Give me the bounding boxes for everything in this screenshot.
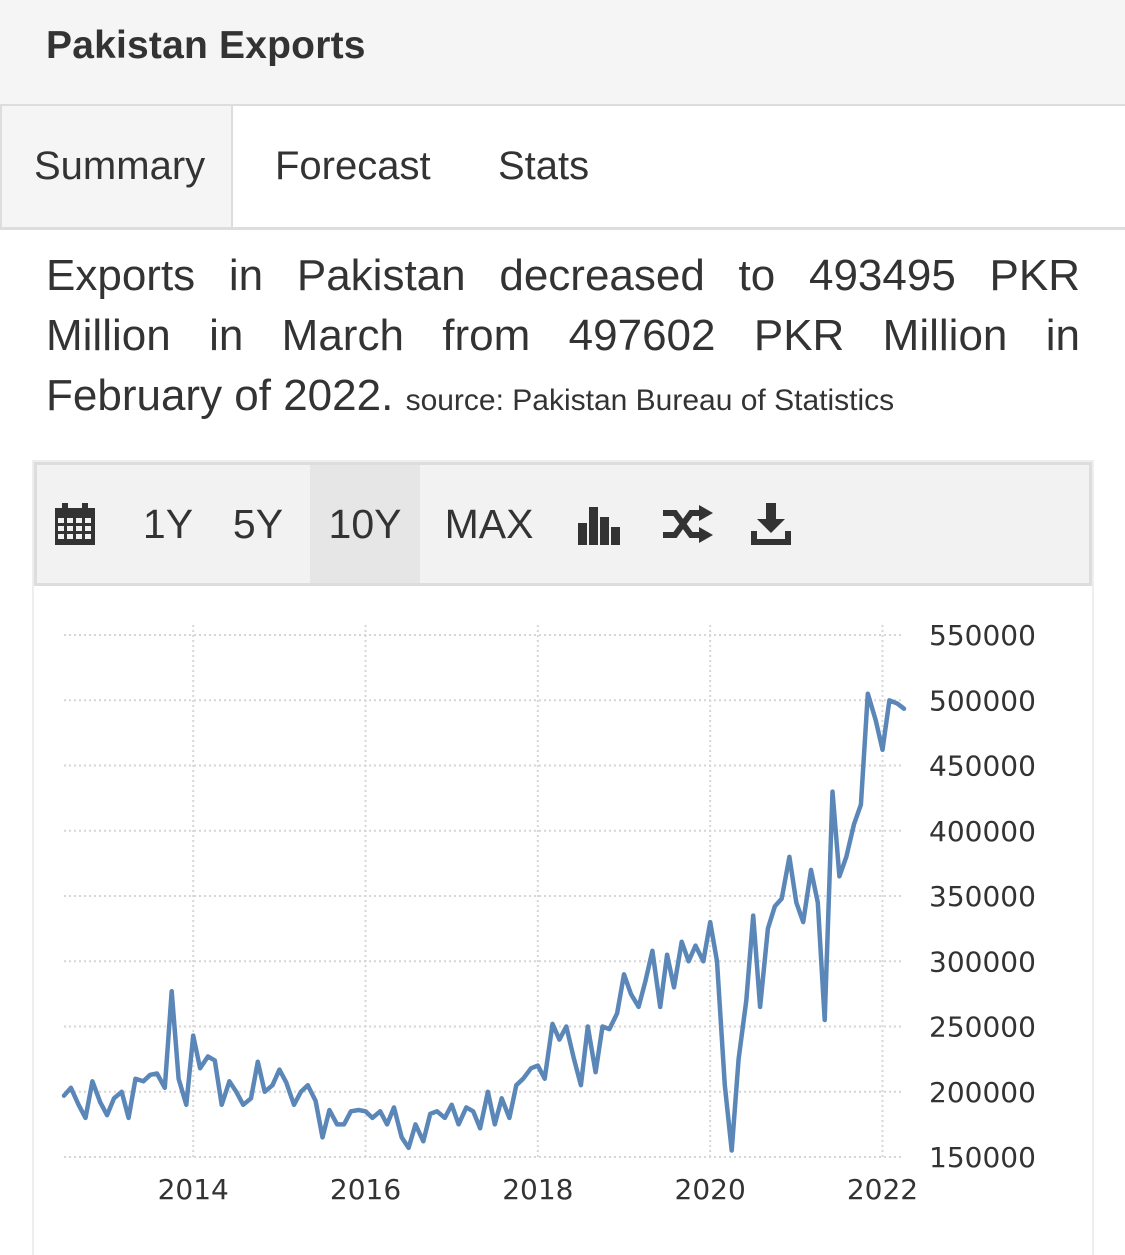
summary-text: Exports in Pakistan decreased to 493495 … [46,251,1080,420]
range-5y-button[interactable]: 5Y [232,501,284,547]
tab-summary[interactable]: Summary [0,106,233,227]
x-tick-label: 2018 [502,1173,573,1206]
calendar-icon[interactable] [55,503,95,550]
bar-chart-icon[interactable] [578,503,620,550]
y-tick-label: 150000 [929,1141,1036,1174]
y-tick-label: 250000 [929,1011,1036,1044]
y-tick-label: 450000 [929,750,1036,783]
y-tick-label: 550000 [929,619,1036,652]
series-line-0 [61,691,907,1153]
tab-bar: Summary Forecast Stats [0,106,1125,230]
tab-forecast[interactable]: Forecast [275,144,431,188]
x-tick-label: 2014 [158,1173,229,1206]
y-tick-label: 300000 [929,945,1036,978]
chart-container [32,460,1094,1255]
range-1y-button[interactable]: 1Y [142,501,194,547]
y-tick-label: 400000 [929,815,1036,848]
source-text: source: Pakistan Bureau of Statistics [405,384,895,417]
x-tick-label: 2016 [330,1173,401,1206]
chart-toolbar: 1Y 5Y 10Y MAX [34,462,1092,586]
y-tick-label: 350000 [929,880,1036,913]
download-icon[interactable] [751,503,791,550]
range-max-button[interactable]: MAX [444,501,534,547]
x-tick-label: 2022 [847,1173,918,1206]
range-10y-button[interactable]: 10Y [310,465,420,583]
exports-line-chart: 550000 500000 450000 400000 350000 300000 2500… [61,619,1036,1206]
summary-paragraph: Exports in Pakistan decreased to 493495 … [46,246,1080,431]
x-tick-label: 2020 [675,1173,746,1206]
tab-stats[interactable]: Stats [498,144,590,188]
page-title: Pakistan Exports [46,24,366,67]
panel-header: Pakistan Exports [0,0,1125,106]
shuffle-icon[interactable] [661,505,713,548]
y-tick-label: 500000 [929,684,1036,717]
y-tick-label: 200000 [929,1076,1036,1109]
